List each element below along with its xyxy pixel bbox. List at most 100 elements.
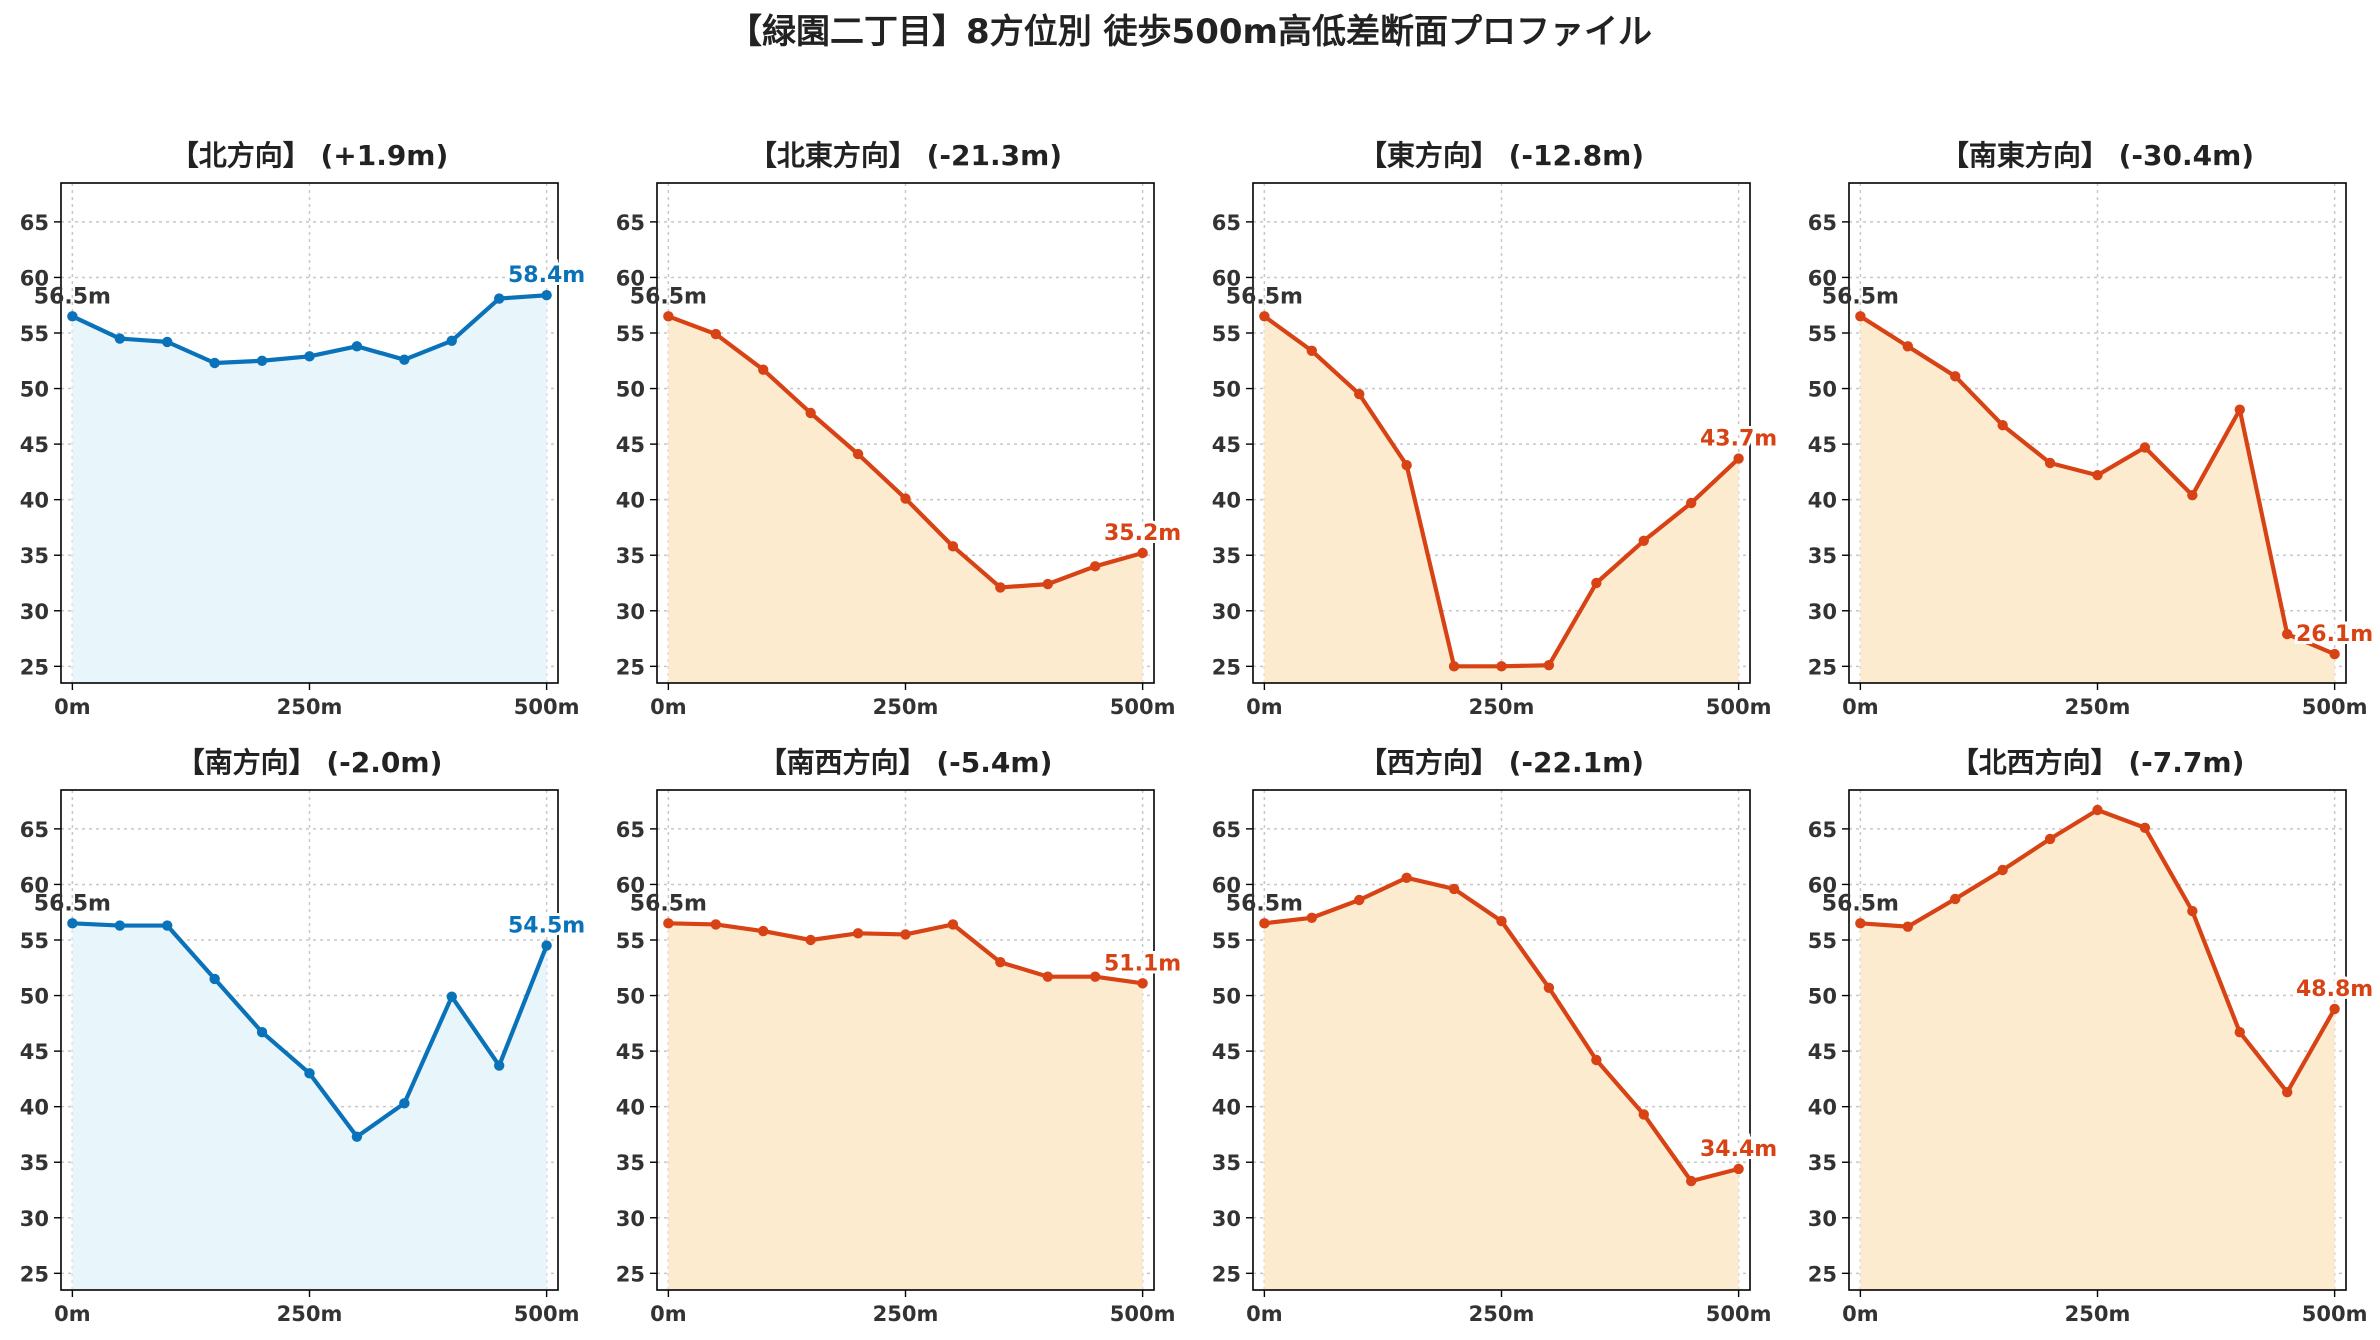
y-tick-label: 45 bbox=[1808, 1040, 1837, 1064]
x-tick-label: 500m bbox=[2302, 1302, 2368, 1326]
end-elevation-label: 26.1m bbox=[2296, 622, 2373, 647]
start-elevation-label: 56.5m bbox=[34, 891, 111, 916]
y-tick-label: 30 bbox=[616, 1207, 645, 1231]
x-tick-label: 250m bbox=[1469, 695, 1535, 719]
data-point bbox=[710, 328, 722, 340]
y-tick-label: 50 bbox=[1808, 985, 1837, 1009]
data-point bbox=[1354, 894, 1365, 906]
x-tick-label: 500m bbox=[514, 1302, 580, 1326]
y-tick-label: 35 bbox=[616, 544, 645, 568]
data-point bbox=[852, 928, 864, 939]
data-point bbox=[995, 957, 1006, 968]
start-elevation-label: 56.5m bbox=[630, 891, 707, 916]
data-point bbox=[162, 336, 173, 348]
y-tick-label: 55 bbox=[1212, 929, 1241, 953]
data-point bbox=[2187, 905, 2198, 917]
y-tick-label: 25 bbox=[616, 655, 645, 679]
data-point bbox=[2139, 442, 2151, 453]
data-point bbox=[1685, 1175, 1697, 1187]
data-point bbox=[1591, 1054, 1602, 1066]
y-tick-label: 65 bbox=[20, 818, 49, 842]
x-tick-label: 500m bbox=[1110, 1302, 1176, 1326]
x-tick-label: 250m bbox=[1469, 1302, 1535, 1326]
y-tick-label: 30 bbox=[616, 600, 645, 624]
elevation-area-fill bbox=[1860, 316, 2335, 683]
data-point bbox=[2329, 1003, 2340, 1015]
y-tick-label: 45 bbox=[1212, 1040, 1241, 1064]
data-point bbox=[1401, 460, 1412, 471]
panel-title: 【南西方向】 (-5.4m) bbox=[759, 746, 1053, 779]
y-tick-label: 65 bbox=[1808, 211, 1837, 235]
y-tick-label: 50 bbox=[1212, 985, 1241, 1009]
data-point bbox=[805, 934, 816, 946]
data-point bbox=[758, 925, 769, 937]
x-tick-label: 0m bbox=[650, 695, 687, 719]
start-elevation-label: 56.5m bbox=[1226, 284, 1303, 309]
y-tick-label: 65 bbox=[1212, 211, 1241, 235]
panel-title: 【西方向】 (-22.1m) bbox=[1359, 746, 1644, 779]
y-tick-label: 65 bbox=[1808, 818, 1837, 842]
data-point bbox=[2281, 628, 2293, 640]
data-point bbox=[2234, 1027, 2245, 1038]
panel-title: 【南方向】 (-2.0m) bbox=[177, 746, 443, 779]
y-tick-label: 60 bbox=[20, 266, 49, 290]
data-point bbox=[1448, 661, 1460, 672]
data-point bbox=[541, 290, 552, 301]
x-tick-label: 500m bbox=[1706, 1302, 1772, 1326]
x-tick-label: 500m bbox=[1110, 695, 1176, 719]
x-tick-label: 250m bbox=[2065, 1302, 2131, 1326]
y-tick-label: 55 bbox=[1808, 929, 1837, 953]
end-elevation-label: 34.4m bbox=[1700, 1137, 1777, 1162]
y-tick-label: 35 bbox=[1808, 1151, 1837, 1175]
elevation-area-fill bbox=[1264, 316, 1739, 683]
end-elevation-label: 51.1m bbox=[1104, 951, 1181, 976]
start-elevation-label: 56.5m bbox=[1822, 284, 1899, 309]
data-point bbox=[446, 991, 457, 1002]
data-point bbox=[304, 1068, 315, 1079]
x-tick-label: 250m bbox=[277, 695, 343, 719]
data-point bbox=[2092, 470, 2103, 481]
data-point bbox=[2187, 490, 2198, 501]
chart-panel: 【西方向】 (-22.1m) 0m 250m 500m 25 30 35 40 45 50 55 60… bbox=[1212, 746, 1780, 1326]
data-point bbox=[1354, 388, 1365, 400]
data-point bbox=[256, 355, 268, 366]
chart-panel: 【南西方向】 (-5.4m) 0m 250m 500m 25 30 35 40 45 50 55 60… bbox=[616, 746, 1184, 1326]
panel-title: 【南東方向】 (-30.4m) bbox=[1941, 139, 2254, 172]
data-point bbox=[663, 918, 674, 929]
data-point bbox=[805, 407, 816, 419]
y-tick-label: 65 bbox=[616, 818, 645, 842]
chart-panel: 【南方向】 (-2.0m) 0m 250m 500m 25 30 35 40 45 50 55 60 6… bbox=[20, 746, 588, 1326]
data-point bbox=[2092, 804, 2103, 816]
y-tick-label: 45 bbox=[616, 433, 645, 457]
data-point bbox=[852, 448, 864, 460]
y-tick-label: 35 bbox=[1212, 544, 1241, 568]
panels-grid: 【北方向】 (+1.9m)0m 250m 500m25303540455055606… bbox=[20, 139, 2376, 1326]
data-point bbox=[2281, 1087, 2293, 1098]
data-point bbox=[1733, 1163, 1744, 1175]
y-tick-label: 25 bbox=[1808, 655, 1837, 679]
data-point bbox=[1902, 341, 1914, 352]
data-point bbox=[399, 1098, 410, 1109]
y-tick-label: 55 bbox=[1212, 322, 1241, 346]
data-point bbox=[493, 293, 505, 304]
data-point bbox=[947, 541, 959, 552]
elevation-area-fill bbox=[1264, 877, 1739, 1290]
y-tick-label: 40 bbox=[616, 489, 645, 513]
x-tick-label: 0m bbox=[54, 1302, 91, 1326]
data-point bbox=[256, 1027, 268, 1038]
data-point bbox=[758, 364, 769, 375]
data-point bbox=[2329, 648, 2340, 660]
data-point bbox=[209, 357, 220, 369]
data-point bbox=[351, 1131, 363, 1142]
x-tick-label: 500m bbox=[514, 695, 580, 719]
figure-title: 【緑園二丁目】8方位別 徒歩500m高低差断面プロファイル bbox=[728, 12, 1652, 52]
y-tick-label: 60 bbox=[616, 266, 645, 290]
panel-title: 【東方向】 (-12.8m) bbox=[1359, 139, 1644, 172]
start-elevation-label: 56.5m bbox=[1226, 891, 1303, 916]
end-elevation-label: 54.5m bbox=[508, 914, 585, 939]
y-tick-label: 50 bbox=[1808, 378, 1837, 402]
y-tick-label: 50 bbox=[616, 985, 645, 1009]
end-elevation-label: 48.8m bbox=[2296, 977, 2373, 1002]
data-point bbox=[1997, 420, 2008, 431]
